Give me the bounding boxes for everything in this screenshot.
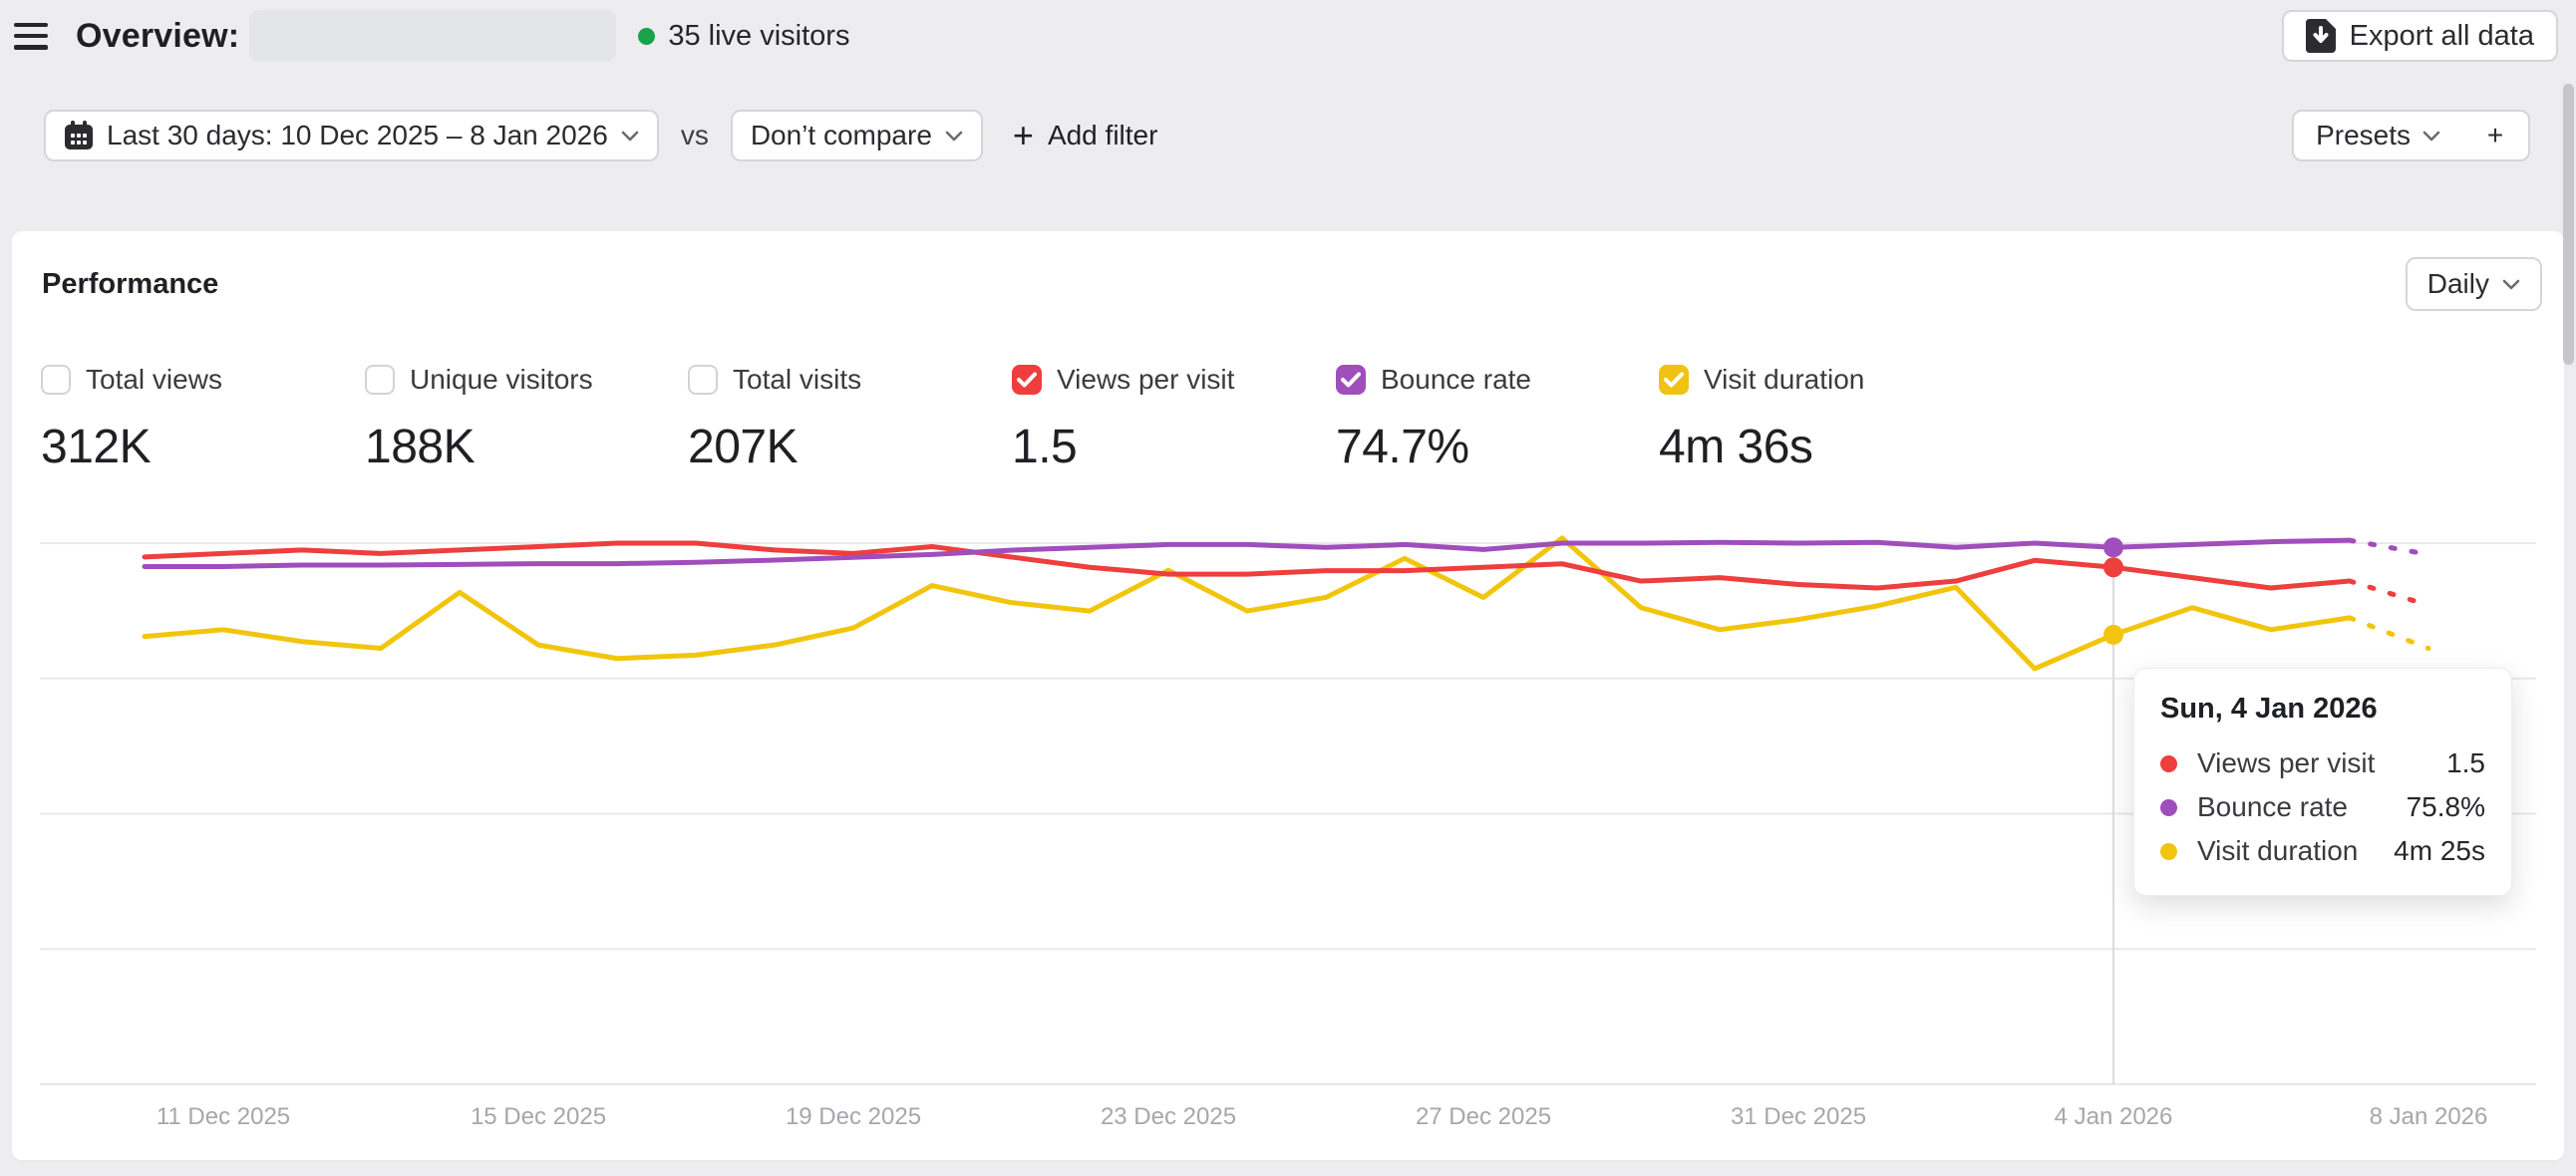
- page-title: Overview:: [76, 16, 240, 55]
- vs-label: vs: [680, 120, 709, 150]
- metric-label: Visit duration: [1704, 364, 1865, 395]
- tooltip-row: Bounce rate 75.8%: [2160, 785, 2485, 829]
- metric-value: 1.5: [1012, 421, 1078, 473]
- hamburger-menu-icon[interactable]: [14, 22, 48, 50]
- chevron-down-icon: [2502, 279, 2520, 289]
- series-dot-icon: [2160, 754, 2177, 772]
- x-tick-label: 4 Jan 2026: [2055, 1103, 2173, 1130]
- x-tick-label: 19 Dec 2025: [786, 1103, 921, 1130]
- interval-selector[interactable]: Daily: [2405, 257, 2542, 311]
- date-range-label: Last 30 days: 10 Dec 2025 – 8 Jan 2026: [107, 120, 608, 150]
- series-line-visit-duration: [142, 535, 2353, 672]
- calendar-icon: [65, 121, 93, 149]
- top-bar: Overview: 35 live visitors Export all da…: [0, 0, 2576, 72]
- series-marker-views-per-visit: [2103, 557, 2123, 578]
- series-line-dashed-bounce-rate: [2347, 537, 2431, 557]
- metric-value: 207K: [688, 421, 799, 473]
- metric-label: Unique visitors: [410, 364, 593, 395]
- x-tick-label: 15 Dec 2025: [471, 1103, 606, 1130]
- metric-total-views[interactable]: Total views 312K: [41, 364, 350, 474]
- metric-bounce-rate[interactable]: Bounce rate 74.7%: [1336, 364, 1645, 474]
- filter-bar: Last 30 days: 10 Dec 2025 – 8 Jan 2026 v…: [0, 106, 2576, 165]
- performance-chart[interactable]: 11 Dec 2025 15 Dec 2025 19 Dec 2025 23 Dec …: [12, 231, 2564, 1160]
- metric-checkbox[interactable]: [365, 365, 395, 395]
- add-filter-label: Add filter: [1047, 120, 1158, 150]
- chart-tooltip: Sun, 4 Jan 2026 Views per visit 1.5 Boun…: [2133, 668, 2512, 896]
- presets-dropdown[interactable]: Presets: [2294, 112, 2462, 159]
- series-marker-bounce-rate: [2103, 537, 2123, 558]
- series-line-bounce-rate: [142, 537, 2353, 569]
- new-preset-button[interactable]: +: [2462, 112, 2528, 159]
- interval-label: Daily: [2426, 268, 2489, 299]
- date-range-selector[interactable]: Last 30 days: 10 Dec 2025 – 8 Jan 2026: [44, 110, 659, 161]
- live-visitors-dot: [638, 27, 656, 45]
- x-tick-label: 11 Dec 2025: [157, 1103, 290, 1130]
- metric-value: 188K: [365, 421, 476, 473]
- export-all-data-button[interactable]: Export all data: [2281, 10, 2558, 62]
- metric-total-visits[interactable]: Total visits 207K: [688, 364, 997, 474]
- x-tick-label: 23 Dec 2025: [1101, 1103, 1236, 1130]
- series-dot-icon: [2160, 798, 2177, 816]
- chevron-down-icon: [2422, 131, 2440, 141]
- add-filter-button[interactable]: + Add filter: [1013, 118, 1158, 153]
- metric-checkbox[interactable]: [1336, 365, 1366, 395]
- presets-button-group: Presets +: [2292, 110, 2530, 161]
- tooltip-row: Views per visit 1.5: [2160, 741, 2485, 785]
- chevron-down-icon: [621, 131, 639, 141]
- metric-unique-visitors[interactable]: Unique visitors 188K: [365, 364, 674, 474]
- x-axis-tick-labels: 11 Dec 2025 15 Dec 2025 19 Dec 2025 23 Dec …: [157, 1103, 2488, 1130]
- download-file-icon: [2305, 19, 2336, 53]
- plus-icon: +: [2486, 120, 2504, 150]
- x-tick-label: 27 Dec 2025: [1416, 1103, 1551, 1130]
- metric-value: 74.7%: [1336, 421, 1469, 473]
- plus-icon: +: [1012, 115, 1034, 155]
- site-name-redacted: [249, 10, 617, 62]
- metric-views-per-visit[interactable]: Views per visit 1.5: [1012, 364, 1321, 474]
- presets-label: Presets: [2316, 120, 2411, 150]
- series-line-dashed-visit-duration: [2347, 615, 2431, 652]
- metric-value: 4m 36s: [1659, 421, 1813, 473]
- metric-checkbox[interactable]: [688, 365, 718, 395]
- tooltip-row: Visit duration 4m 25s: [2160, 829, 2485, 873]
- metric-label: Views per visit: [1057, 364, 1235, 395]
- metric-label: Bounce rate: [1381, 364, 1531, 395]
- metric-label: Total visits: [733, 364, 862, 395]
- series-line-dashed-views-per-visit: [2347, 578, 2431, 608]
- metric-visit-duration[interactable]: Visit duration 4m 36s: [1659, 364, 1968, 474]
- x-tick-label: 8 Jan 2026: [2370, 1103, 2488, 1130]
- metric-checkbox[interactable]: [41, 365, 71, 395]
- metric-checkbox[interactable]: [1659, 365, 1689, 395]
- performance-title: Performance: [42, 267, 219, 300]
- series-line-views-per-visit: [142, 540, 2353, 591]
- live-visitors-count[interactable]: 35 live visitors: [668, 19, 850, 52]
- metric-value: 312K: [41, 421, 152, 473]
- export-label: Export all data: [2349, 19, 2534, 52]
- vertical-scrollbar[interactable]: [2563, 84, 2574, 365]
- performance-card: Performance Daily Total views 312K Uniqu…: [12, 231, 2564, 1160]
- tooltip-date: Sun, 4 Jan 2026: [2160, 693, 2378, 725]
- series-dot-icon: [2160, 842, 2177, 860]
- compare-selector[interactable]: Don’t compare: [730, 110, 983, 161]
- series-marker-visit-duration: [2103, 624, 2123, 645]
- metric-label: Total views: [86, 364, 222, 395]
- chevron-down-icon: [945, 131, 963, 141]
- metrics-row: Total views 312K Unique visitors 188K To…: [12, 364, 2564, 483]
- metric-checkbox[interactable]: [1012, 365, 1042, 395]
- x-tick-label: 31 Dec 2025: [1731, 1103, 1866, 1130]
- compare-label: Don’t compare: [750, 120, 932, 150]
